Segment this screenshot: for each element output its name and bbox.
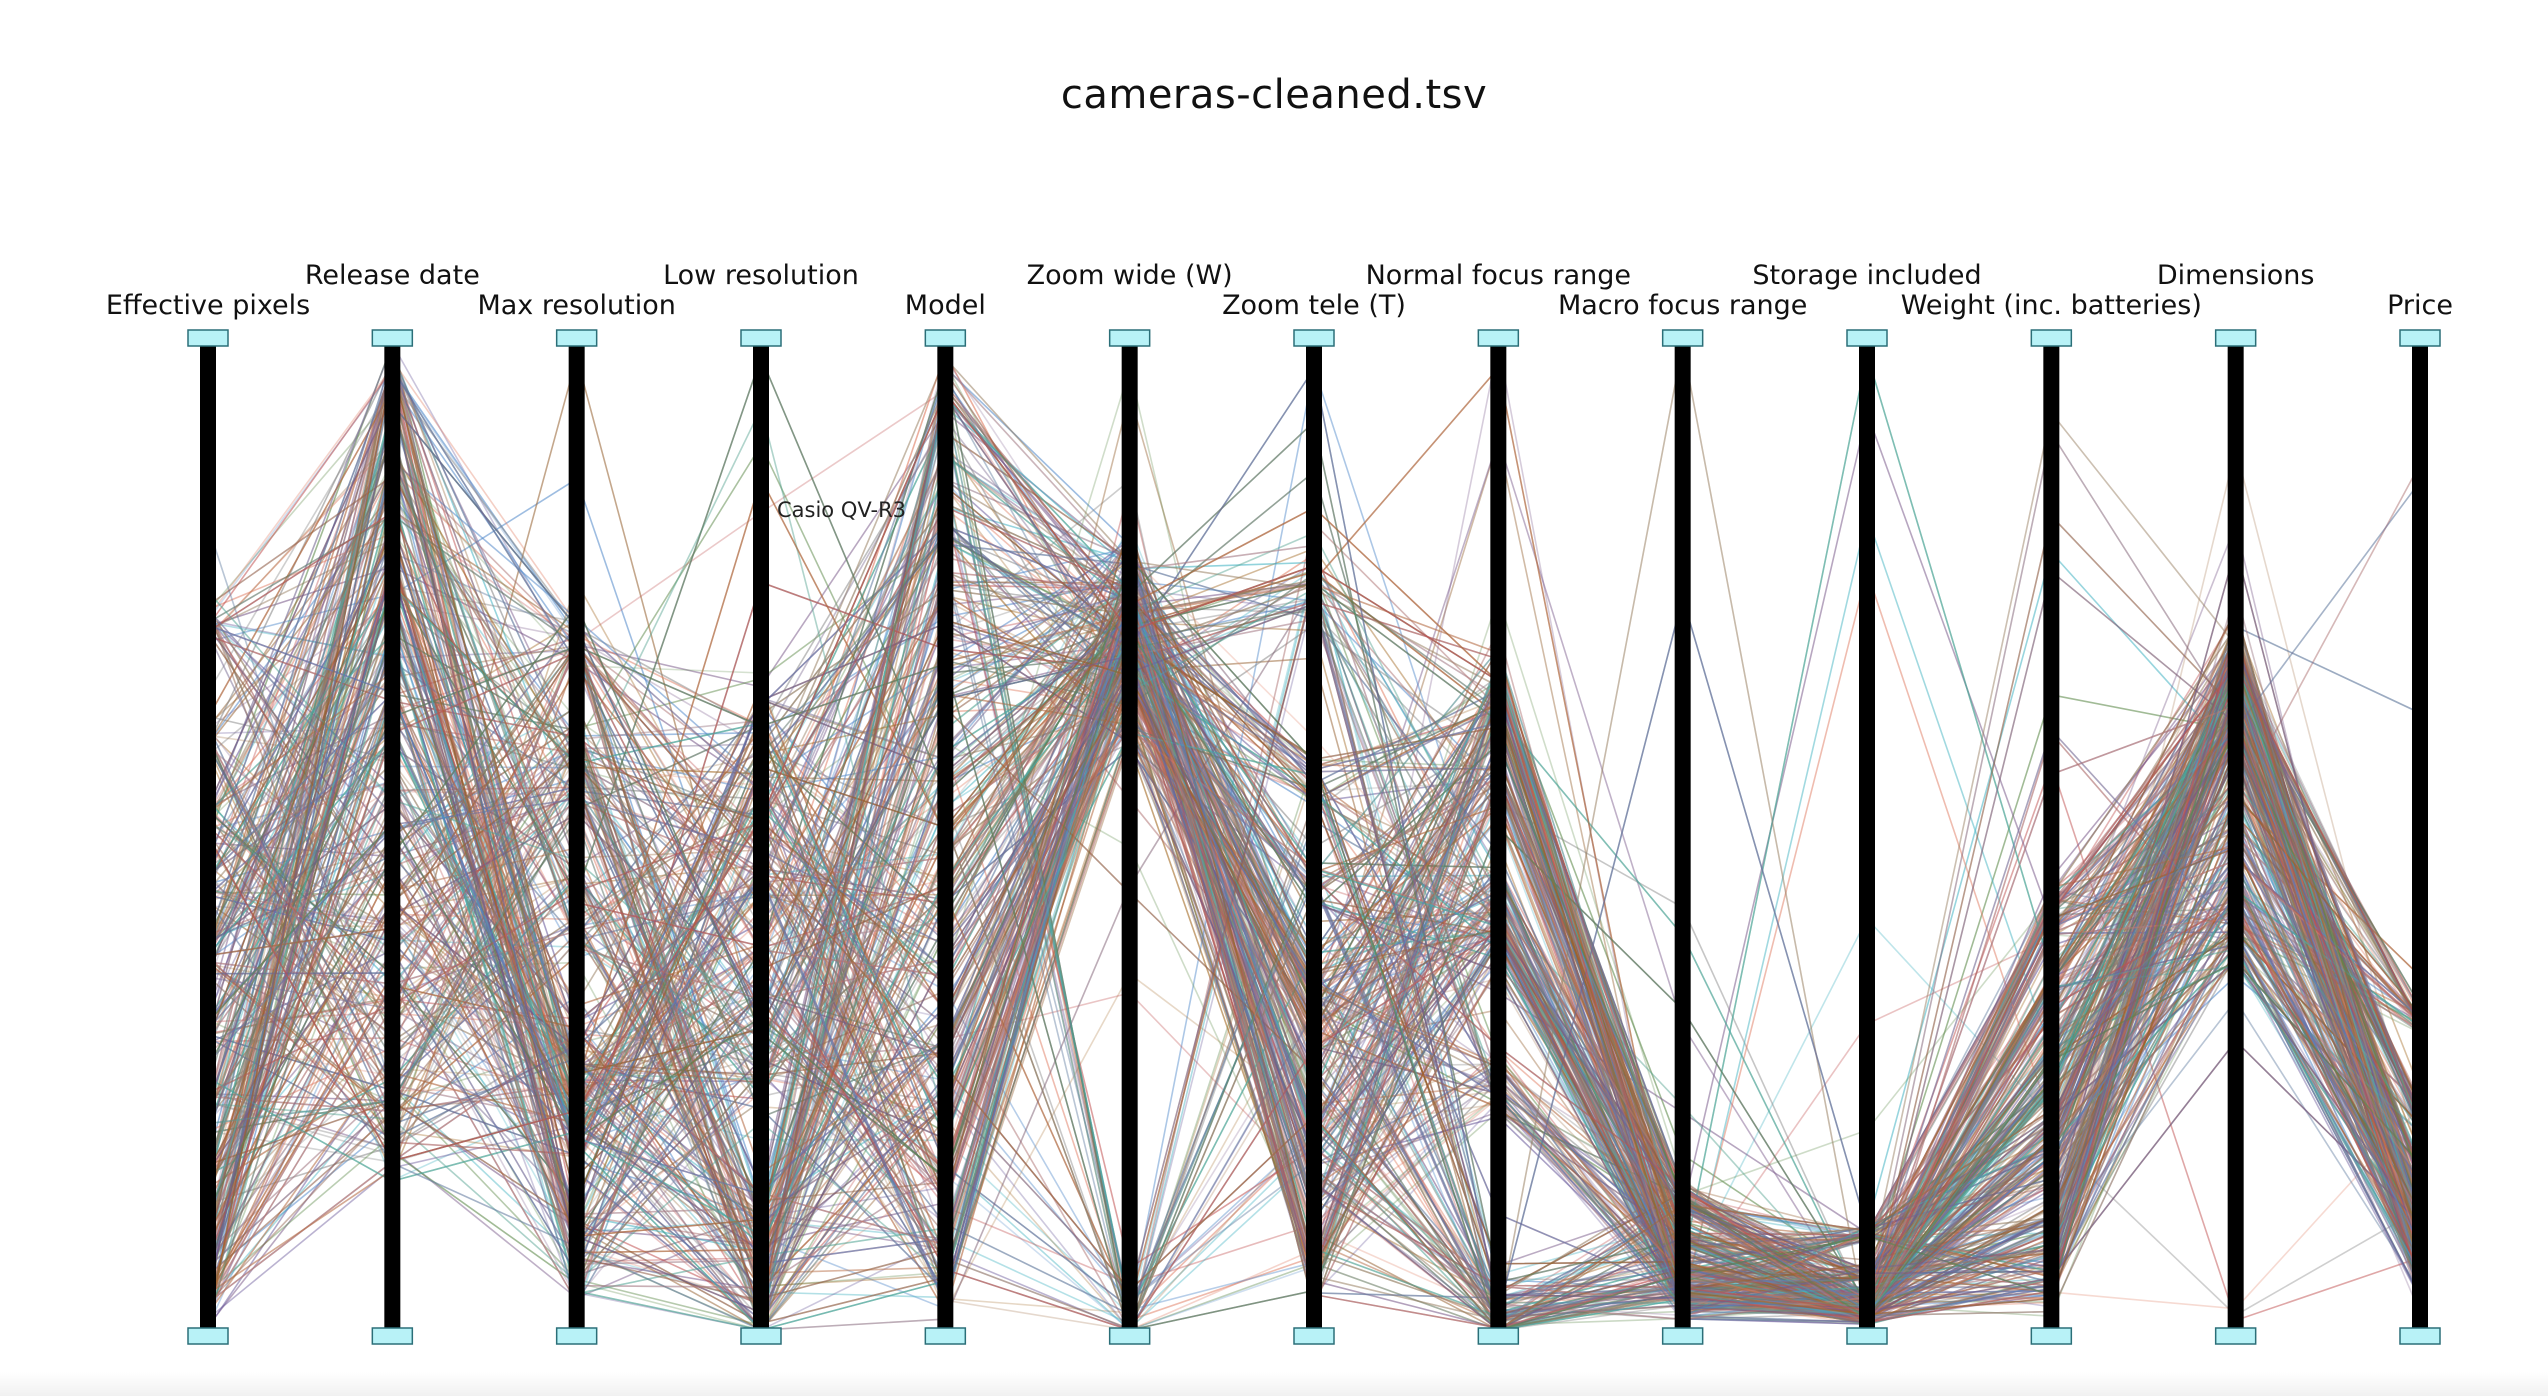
axis-bar [2412, 342, 2428, 1330]
axis-bar [1490, 342, 1507, 1330]
axis-label: Effective pixels [106, 290, 310, 321]
axis-bottom-handle[interactable] [2214, 1327, 2257, 1345]
axis-bar [200, 342, 216, 1330]
axis-top-handle[interactable] [1293, 329, 1335, 347]
axis-label: Zoom wide (W) [1027, 260, 1233, 291]
axis-top-handle[interactable] [371, 329, 414, 347]
axis-bottom-handle[interactable] [2399, 1327, 2441, 1345]
axis-top-handle[interactable] [555, 329, 598, 347]
axis-bar [568, 342, 585, 1330]
axis-label: Weight (inc. batteries) [1901, 290, 2202, 321]
axis-bottom-handle[interactable] [1293, 1327, 1335, 1345]
axis-top-handle[interactable] [1661, 329, 1704, 347]
window-bottom-edge [0, 1372, 2548, 1396]
axis-label: Low resolution [663, 260, 859, 291]
axis-label: Storage included [1752, 260, 1981, 291]
axis-bottom-handle[interactable] [1477, 1327, 1520, 1345]
axis-top-handle[interactable] [187, 329, 229, 347]
axis-bottom-handle[interactable] [1661, 1327, 1704, 1345]
axis-bottom-handle[interactable] [924, 1327, 967, 1345]
axis-bottom-handle[interactable] [2030, 1327, 2073, 1345]
axis-label: Zoom tele (T) [1222, 290, 1406, 321]
axis-top-handle[interactable] [1108, 329, 1151, 347]
axes-layer [187, 329, 2441, 1345]
axis-label: Price [2387, 290, 2453, 321]
axis-bottom-handle[interactable] [740, 1327, 782, 1345]
axis-bar [937, 342, 954, 1330]
axis-bar [2043, 342, 2060, 1330]
annotation-label: Casio QV-R3 [777, 498, 906, 522]
axis-bar [1674, 342, 1691, 1330]
axis-bar [1859, 342, 1875, 1330]
axis-bar [1121, 342, 1138, 1330]
axis-bottom-handle[interactable] [187, 1327, 229, 1345]
axis-top-handle[interactable] [2399, 329, 2441, 347]
axis-label: Max resolution [477, 290, 675, 321]
axis-top-handle[interactable] [924, 329, 967, 347]
axis-top-handle[interactable] [740, 329, 782, 347]
axis-top-handle[interactable] [1846, 329, 1888, 347]
axis-bottom-handle[interactable] [1846, 1327, 1888, 1345]
axis-top-handle[interactable] [1477, 329, 1520, 347]
axis-top-handle[interactable] [2030, 329, 2073, 347]
axis-label: Release date [305, 260, 480, 291]
axis-top-handle[interactable] [2214, 329, 2257, 347]
axis-bar [753, 342, 769, 1330]
axis-label: Macro focus range [1558, 290, 1807, 321]
axis-bottom-handle[interactable] [555, 1327, 598, 1345]
axis-label: Model [905, 290, 986, 321]
axis-bar [2227, 342, 2244, 1330]
axis-bottom-handle[interactable] [371, 1327, 414, 1345]
chart-title: cameras-cleaned.tsv [1060, 72, 1488, 118]
axis-label: Dimensions [2157, 260, 2315, 291]
axis-bar [384, 342, 401, 1330]
axis-bar [1306, 342, 1322, 1330]
axis-bottom-handle[interactable] [1108, 1327, 1151, 1345]
axis-label: Normal focus range [1366, 260, 1631, 291]
